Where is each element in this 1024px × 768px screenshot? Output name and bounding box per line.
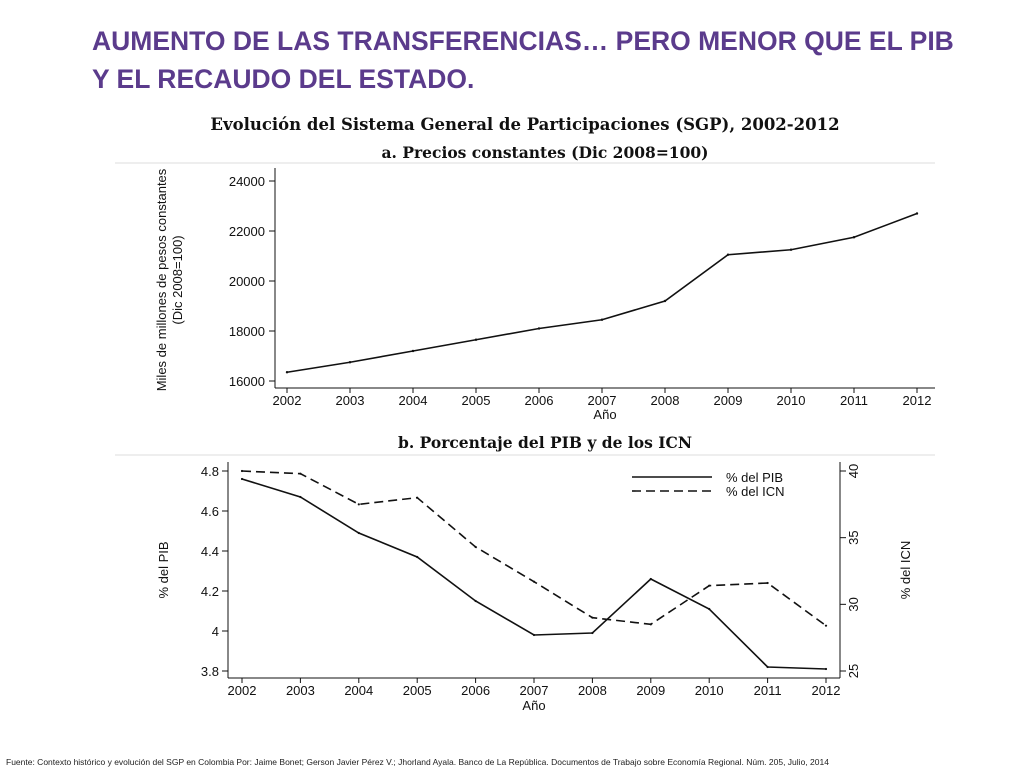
panel-b-point [824, 624, 828, 627]
panel-a-series-line [286, 212, 918, 374]
panel-a-xtick-label: 2004 [399, 393, 428, 408]
panel-a-ytick-label: 22000 [229, 224, 265, 239]
panel-a-xtick-label: 2003 [336, 393, 365, 408]
panel-a-point [474, 338, 478, 341]
panel-b-point [649, 577, 652, 581]
panel-a-point [411, 349, 415, 353]
panel-b-xtick-label: 2005 [403, 683, 432, 698]
panel-a-point [537, 327, 541, 330]
panel-b-point [824, 667, 828, 671]
panel-b-xtick-label: 2008 [578, 683, 607, 698]
panel-b-point [532, 633, 536, 637]
panel-b-chart: 3.8 4 4.2 4.4 4.6 4.8 25 30 35 40 2002 2003 2004 2005… [156, 462, 913, 713]
panel-b-point [708, 584, 711, 587]
panel-b-point [357, 503, 360, 506]
panel-b-series-line-pib [241, 478, 827, 670]
panel-b-point [766, 581, 769, 585]
panel-b-point [766, 665, 769, 669]
panel-a-ytick-label: 16000 [229, 374, 265, 389]
panel-a-point [663, 299, 667, 303]
panel-b-point [240, 469, 244, 473]
panel-a-xtick-label: 2005 [462, 393, 491, 408]
panel-b-point [474, 545, 477, 549]
panel-a-xtick-label: 2009 [714, 393, 743, 408]
panel-b-point [591, 616, 594, 619]
panel-a-point [348, 361, 352, 364]
panel-b-point [299, 472, 302, 475]
panel-b-xtick-label: 2002 [228, 683, 257, 698]
panel-a-chart: 16000 18000 20000 22000 24000 2002 2003 2004 200… [154, 168, 935, 422]
panel-b-ylabel-right: % del ICN [898, 541, 913, 600]
panel-a-point [285, 371, 289, 374]
panel-b-ylabel-left: % del PIB [156, 541, 171, 598]
panel-b-xtick-label: 2009 [636, 683, 665, 698]
panel-a-xtick-label: 2006 [525, 393, 554, 408]
panel-a-point [600, 318, 604, 321]
panel-b-point [532, 580, 536, 583]
panel-a-point [852, 236, 856, 239]
panel-b-point [416, 496, 419, 499]
panel-a-ylabel-unit: (Dic 2008=100) [170, 235, 185, 324]
panel-b-point [299, 495, 302, 499]
panel-a-ytick-label: 18000 [229, 324, 265, 339]
panel-b-ytick-right-label: 40 [846, 464, 861, 478]
source-note: Fuente: Contexto histórico y evolución d… [6, 757, 829, 767]
panel-b-point [649, 623, 652, 626]
legend-label: % del PIB [726, 470, 783, 485]
panel-b-point [240, 477, 244, 481]
panel-b-xtick-label: 2004 [344, 683, 373, 698]
panel-a-title: a. Precios constantes (Dic 2008=100) [381, 143, 708, 162]
panel-b-title: b. Porcentaje del PIB y de los ICN [398, 433, 692, 452]
panel-b-point [708, 607, 711, 611]
panel-b-ytick-label: 4.2 [201, 584, 219, 599]
panel-b-xtick-label: 2003 [286, 683, 315, 698]
panel-b-ytick-label: 4.6 [201, 504, 219, 519]
panel-b-ytick-label: 4.4 [201, 544, 219, 559]
panel-a-xtick-label: 2002 [273, 393, 302, 408]
panel-a-point [789, 248, 793, 251]
panel-a-xtick-label: 2012 [903, 393, 932, 408]
panel-a-xtick-label: 2010 [777, 393, 806, 408]
panel-b-point [416, 555, 419, 559]
panel-b-ytick-right-label: 35 [846, 530, 861, 544]
panel-a-xlabel: Año [593, 407, 616, 422]
panel-b-xtick-label: 2006 [461, 683, 490, 698]
panel-b-point [474, 599, 477, 603]
panel-b-point [591, 631, 594, 635]
panel-b-xtick-label: 2012 [812, 683, 841, 698]
panel-b-xtick-label: 2007 [520, 683, 549, 698]
panel-a-point [726, 253, 730, 256]
panel-b-xlabel: Año [522, 698, 545, 713]
panel-b-xtick-label: 2011 [754, 683, 782, 698]
legend-label: % del ICN [726, 484, 785, 499]
panel-a-xtick-label: 2011 [840, 393, 868, 408]
slide-title: AUMENTO DE LAS TRANSFERENCIAS… PERO MENO… [92, 26, 954, 94]
panel-b-ytick-label: 4.8 [201, 464, 219, 479]
figure-title: Evolución del Sistema General de Partici… [210, 115, 839, 134]
panel-a-ytick-label: 24000 [229, 174, 265, 189]
panel-b-ytick-right-label: 30 [846, 597, 861, 611]
panel-a-ylabel: Miles de millones de pesos constantes [154, 168, 169, 391]
panel-b-point [357, 531, 360, 535]
panel-b-ytick-label: 3.8 [201, 664, 219, 679]
panel-a-xtick-label: 2007 [588, 393, 617, 408]
panel-b-ytick-right-label: 25 [846, 664, 861, 678]
panel-a-xtick-label: 2008 [651, 393, 680, 408]
panel-b-xtick-label: 2010 [695, 683, 724, 698]
panel-a-ytick-label: 20000 [229, 274, 265, 289]
panel-a-point [915, 212, 919, 215]
panel-b-ytick-label: 4 [212, 624, 219, 639]
